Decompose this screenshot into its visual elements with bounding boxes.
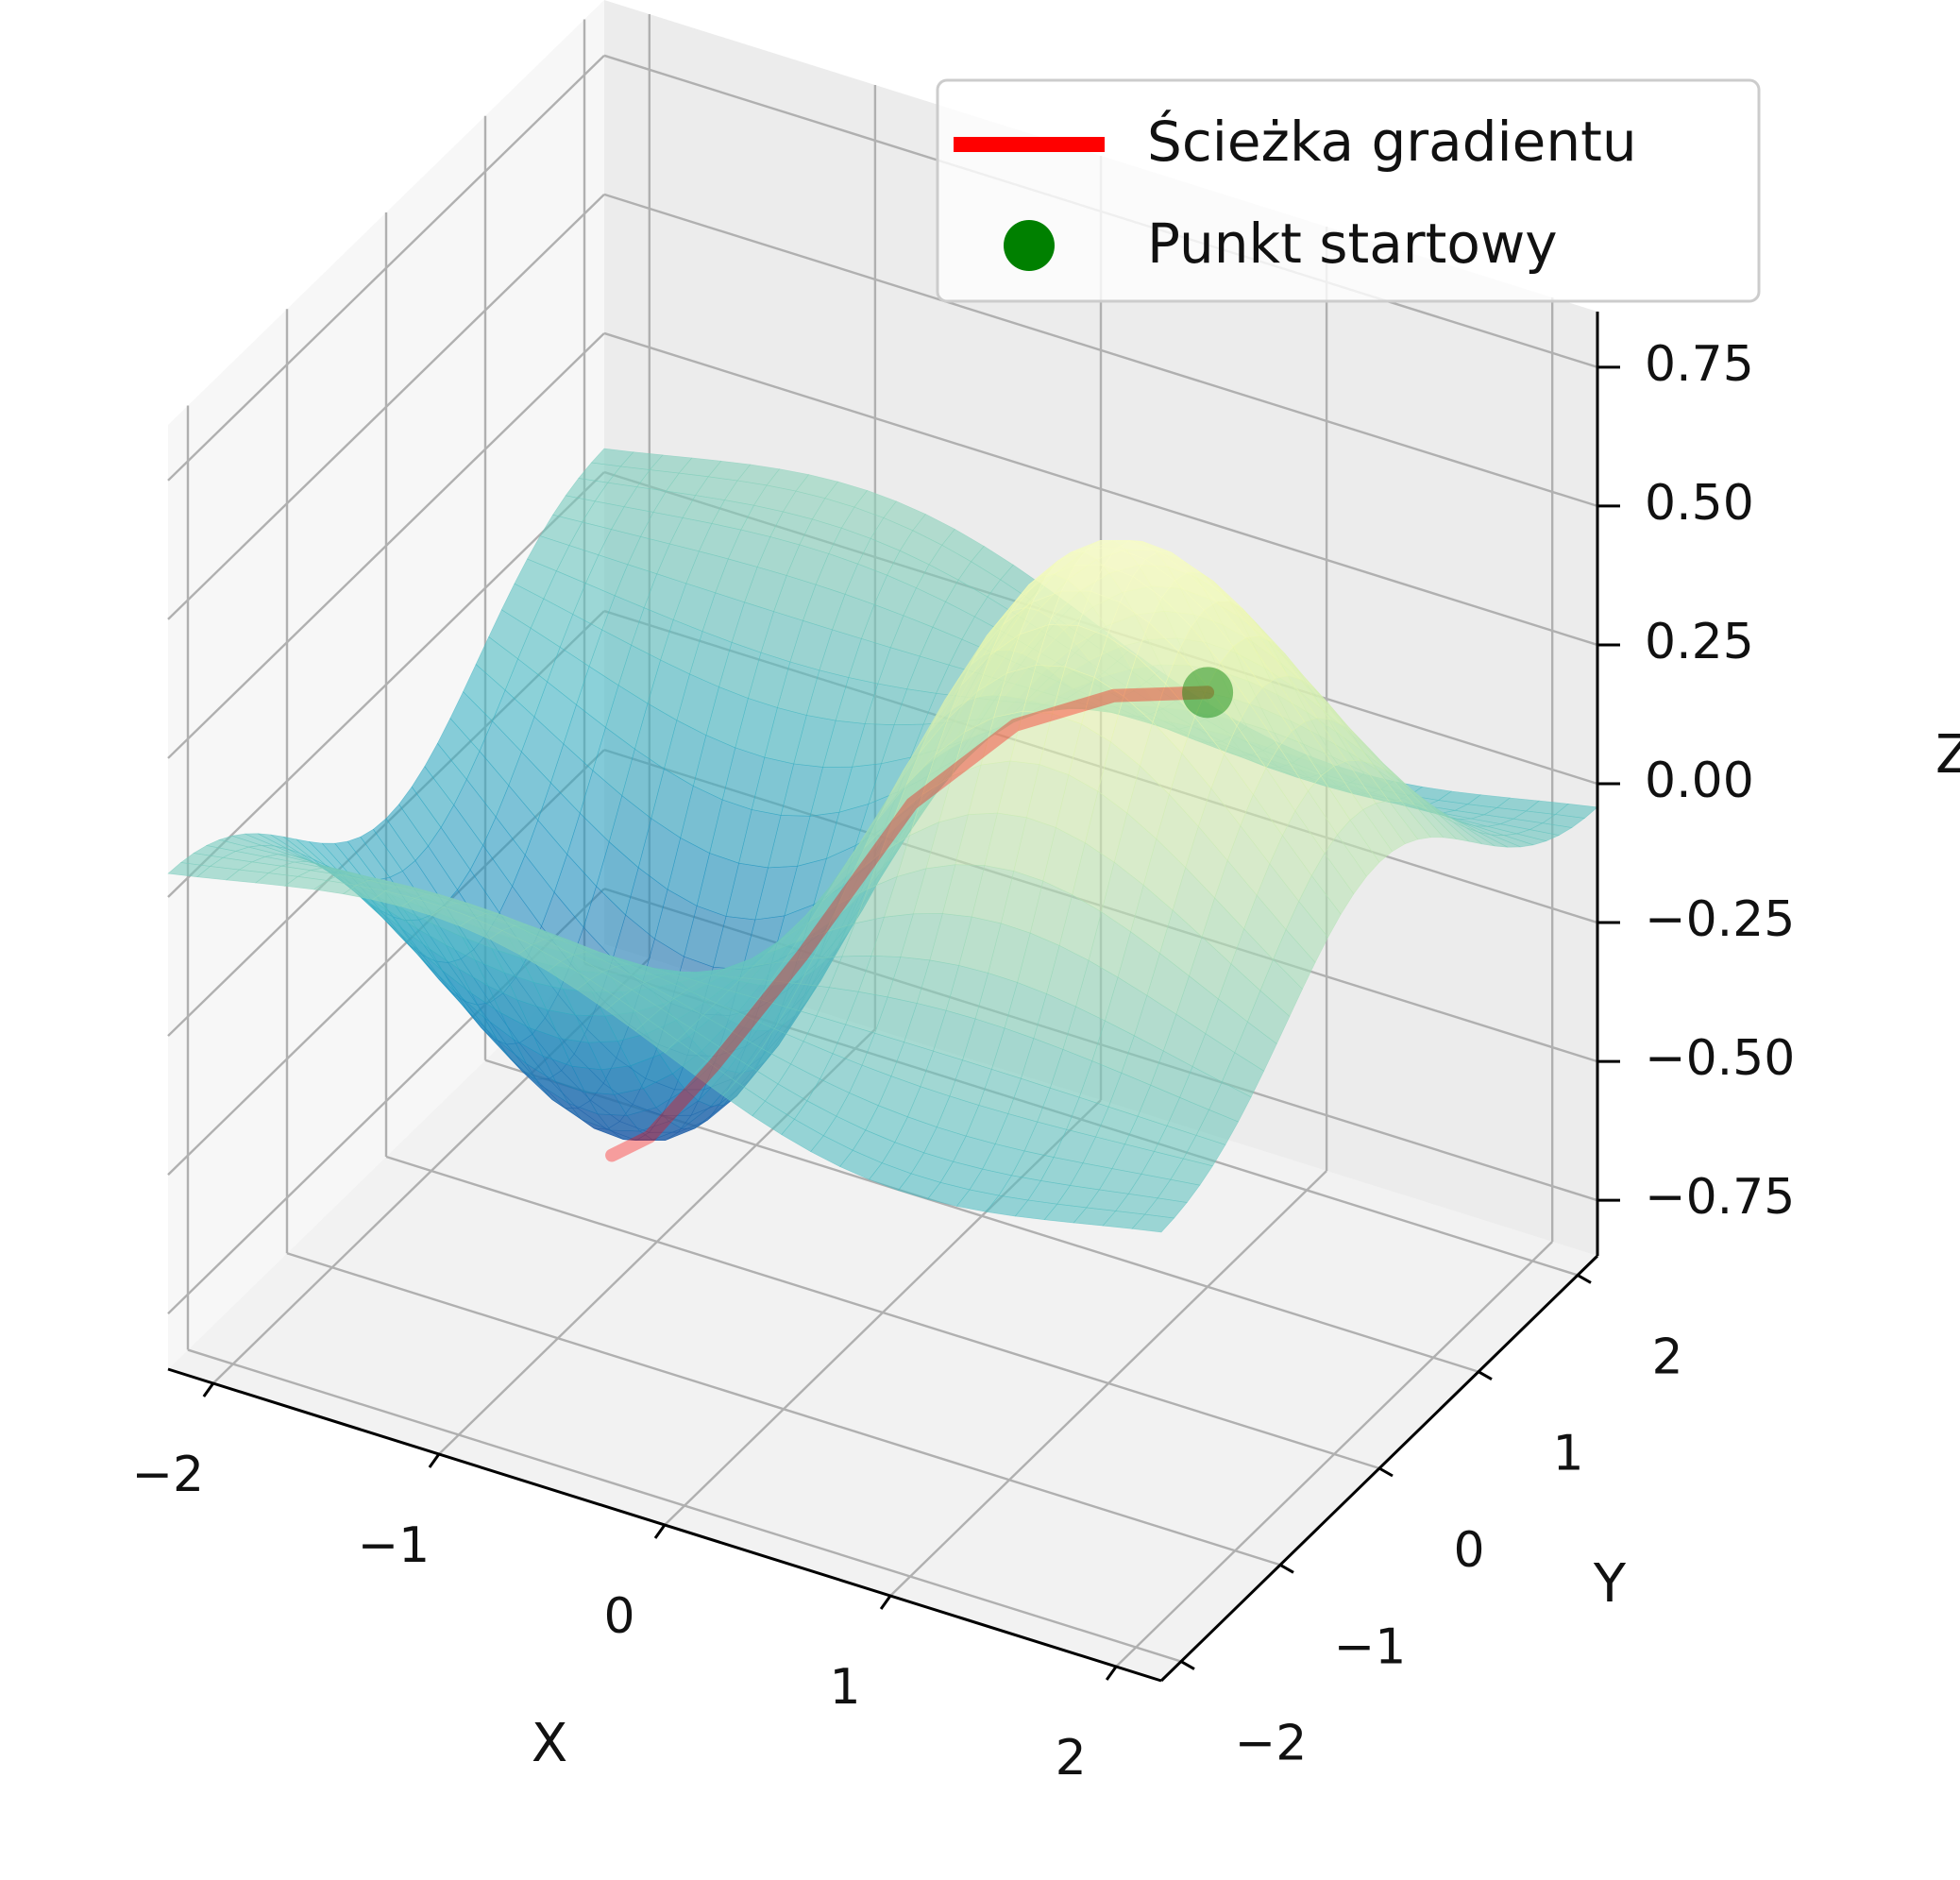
- x-tick: [202, 1382, 215, 1397]
- legend: Ścieżka gradientu Punkt startowy: [936, 78, 1761, 303]
- legend-dot-swatch: [1004, 220, 1055, 271]
- legend-label-start: Punkt startowy: [1147, 212, 1558, 276]
- y-tick: [1378, 1466, 1394, 1478]
- x-tick: [879, 1595, 892, 1610]
- z-tick-label: −0.25: [1645, 891, 1795, 948]
- z-tick-label: 0.50: [1645, 475, 1754, 532]
- y-axis-label: Y: [1593, 1553, 1627, 1615]
- x-tick: [653, 1524, 667, 1539]
- grid-z-left: [167, 194, 605, 620]
- legend-box: [936, 78, 1761, 303]
- y-tick-label: −1: [1334, 1618, 1407, 1675]
- grid-z-left: [167, 332, 605, 759]
- y-tick-label: −2: [1235, 1716, 1308, 1772]
- legend-label-path: Ścieżka gradientu: [1147, 109, 1637, 174]
- y-tick: [1478, 1370, 1493, 1381]
- grid-z-left: [167, 54, 605, 482]
- surface-facet: [1131, 1213, 1175, 1233]
- grid-z-left: [167, 471, 605, 898]
- x-axis-label: X: [532, 1713, 567, 1774]
- x-tick: [1105, 1666, 1118, 1681]
- y-tick-label: 0: [1453, 1522, 1484, 1579]
- surface-plot: [167, 448, 1598, 1233]
- grid-y-floor: [286, 1252, 1281, 1567]
- start-point-marker: [1182, 667, 1234, 719]
- z-axis-label: Z: [1935, 724, 1960, 786]
- grid-y-floor: [385, 1155, 1380, 1470]
- z-tick-label: −0.50: [1645, 1030, 1795, 1087]
- y-tick: [1577, 1274, 1592, 1284]
- y-tick: [1180, 1660, 1195, 1670]
- x-tick-label: 0: [603, 1588, 634, 1645]
- axes: −2 −1 0 1 2 −2 −1 0 1 2 −0.75 −0.50 −0.25 0.00 0.25 0.5…: [131, 312, 1795, 1787]
- z-tick-label: 0.25: [1645, 614, 1754, 670]
- gradient-path: [605, 667, 1234, 1162]
- y-tick-label: 1: [1552, 1426, 1583, 1482]
- x-tick-label: −1: [358, 1517, 431, 1574]
- grid-y-floor: [187, 1348, 1182, 1663]
- x-tick-label: −2: [131, 1447, 204, 1503]
- grid-z-back: [603, 331, 1598, 647]
- grid-z-back: [603, 193, 1598, 508]
- y-tick-label: 2: [1651, 1329, 1682, 1385]
- gradient-path-line: [605, 686, 1215, 1162]
- y-tick: [1279, 1563, 1294, 1574]
- x-tick: [428, 1453, 441, 1468]
- z-tick-label: −0.75: [1645, 1169, 1795, 1226]
- z-tick-label: 0.00: [1645, 753, 1754, 809]
- z-tick-label: 0.75: [1645, 336, 1754, 393]
- x-tick-label: 2: [1056, 1730, 1087, 1787]
- x-tick-label: 1: [830, 1659, 861, 1716]
